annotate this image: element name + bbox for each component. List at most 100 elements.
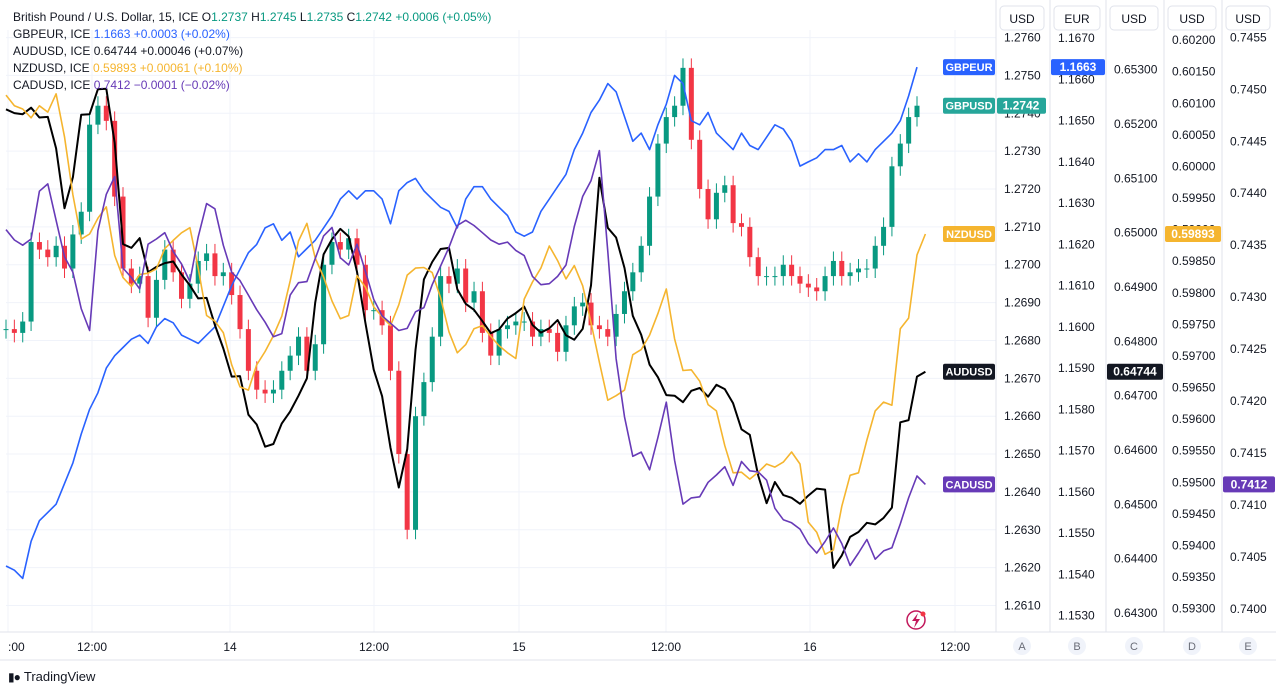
candle-body xyxy=(839,260,845,277)
candle-body xyxy=(889,166,895,227)
candle-body xyxy=(638,245,644,273)
time-tick-label: 12:00 xyxy=(77,640,107,654)
price-tick-label: 1.2660 xyxy=(1004,409,1041,423)
scale-letter-button[interactable] xyxy=(1068,637,1086,655)
scale-letter: D xyxy=(1188,641,1196,653)
symbol-tag xyxy=(943,363,995,380)
scale-letter-button[interactable] xyxy=(1239,637,1257,655)
price-tick-label: 1.2640 xyxy=(1004,485,1041,499)
candle-body xyxy=(571,306,577,326)
legend-symbol: CADUSD, ICE xyxy=(13,78,91,92)
currency-header-d[interactable] xyxy=(1167,5,1217,31)
legend-main-symbol: British Pound / U.S. Dollar, 15, ICE xyxy=(13,10,199,24)
candle-body xyxy=(789,264,795,277)
time-tick-label: :00 xyxy=(8,640,25,654)
candle-body xyxy=(287,355,293,371)
candle-body xyxy=(513,321,519,326)
axis-price-tag-label: 1.2742 xyxy=(1003,99,1040,113)
series-line-nzdusd xyxy=(5,93,927,556)
price-tick-label: 1.1630 xyxy=(1058,196,1095,210)
candle-body xyxy=(229,272,235,296)
candle-body xyxy=(162,249,168,280)
candle-body xyxy=(621,291,627,314)
symbol-tag xyxy=(943,97,995,114)
candle-body xyxy=(396,370,402,455)
candle-body xyxy=(471,291,477,303)
candle-body xyxy=(630,272,636,292)
legend-change: +0.00046 (+0.07%) xyxy=(140,44,244,58)
candle-body xyxy=(53,245,59,258)
symbol-tag xyxy=(943,226,995,243)
candle-body xyxy=(245,329,251,371)
candle-body xyxy=(254,370,260,390)
price-scale-e: 0.7455 0.7450 0.7445 0.7440 0.7435 0.7430 0.74… xyxy=(1230,30,1267,616)
candle-body xyxy=(463,268,469,303)
candle-body xyxy=(847,272,853,277)
price-tick-label: 0.60100 xyxy=(1172,96,1216,110)
currency-header-e[interactable] xyxy=(1225,5,1271,31)
axis-price-tag-label: 0.59893 xyxy=(1171,227,1215,241)
candle-body xyxy=(705,189,711,220)
scale-letter-button[interactable] xyxy=(1125,637,1143,655)
price-tick-label: 0.7430 xyxy=(1230,290,1267,304)
price-tick-label: 1.1540 xyxy=(1058,567,1095,581)
price-tick-label: 0.64700 xyxy=(1114,389,1158,403)
candle-body xyxy=(521,321,527,323)
price-tick-label: 0.65200 xyxy=(1114,117,1158,131)
scale-letter-button[interactable] xyxy=(1183,637,1201,655)
price-tick-label: 1.1590 xyxy=(1058,361,1095,375)
price-tick-label: 1.1640 xyxy=(1058,155,1095,169)
legend-main: British Pound / U.S. Dollar, 15, ICE O 1.… xyxy=(13,9,491,26)
price-tick-label: 0.59300 xyxy=(1172,602,1216,616)
legend-change: +0.0006 (+0.05%) xyxy=(395,10,492,24)
legend-open-label: O xyxy=(201,10,212,24)
price-tick-label: 1.2670 xyxy=(1004,371,1041,385)
legend-change: +0.00061 (+0.10%) xyxy=(139,61,243,75)
price-tick-label: 0.7420 xyxy=(1230,394,1267,408)
lightning-icon[interactable] xyxy=(906,610,926,630)
legend-close: 1.2742 xyxy=(355,10,392,24)
price-tick-label: 1.2720 xyxy=(1004,182,1041,196)
candle-body xyxy=(596,325,602,330)
candle-body xyxy=(697,139,703,190)
symbol-tag xyxy=(943,59,995,76)
axis-price-tag-label: 0.64744 xyxy=(1113,365,1157,379)
price-tick-label: 1.1560 xyxy=(1058,485,1095,499)
candle-body xyxy=(588,302,594,326)
time-tick-label: 15 xyxy=(512,640,526,654)
price-tick-label: 0.59800 xyxy=(1172,286,1216,300)
candle-body xyxy=(11,329,17,333)
legend-row-cadusd[interactable]: CADUSD, ICE 0.7412 −0.0001 (−0.02%) xyxy=(13,77,491,94)
candle-body xyxy=(454,268,460,284)
currency-header-a[interactable] xyxy=(999,5,1045,31)
legend-row-audusd[interactable]: AUDUSD, ICE 0.64744 +0.00046 (+0.07%) xyxy=(13,43,491,60)
candle-body xyxy=(404,454,410,530)
currency-header-label: USD xyxy=(1179,12,1205,26)
candle-body xyxy=(764,276,770,278)
candle-body xyxy=(3,329,9,331)
candle-body xyxy=(864,268,870,270)
lightning-icon-ring xyxy=(906,610,926,630)
time-tick-label: 12:00 xyxy=(359,640,389,654)
scale-letter-button[interactable] xyxy=(1013,637,1031,655)
candle-body xyxy=(772,276,778,278)
price-tick-label: 0.59400 xyxy=(1172,538,1216,552)
legend-row-gbpeur[interactable]: GBPEUR, ICE 1.1663 +0.0003 (+0.02%) xyxy=(13,26,491,43)
currency-header-c[interactable] xyxy=(1109,5,1159,31)
price-tick-label: 1.1670 xyxy=(1058,31,1095,45)
tradingview-brand[interactable]: ▮● TradingView xyxy=(8,669,95,684)
candle-body xyxy=(70,234,76,269)
price-scale-a: 1.27601.27501.27401.27301.27201.27101.27… xyxy=(1004,31,1041,613)
candle-body xyxy=(605,329,611,337)
currency-header-b[interactable] xyxy=(1053,5,1101,31)
scale-letter: A xyxy=(1018,641,1026,653)
legend-row-nzdusd[interactable]: NZDUSD, ICE 0.59893 +0.00061 (+0.10%) xyxy=(13,60,491,77)
candle-body xyxy=(413,416,419,530)
scale-letter: E xyxy=(1244,641,1251,653)
candle-body xyxy=(45,249,51,258)
price-tick-label: 0.7410 xyxy=(1230,498,1267,512)
price-tick-label: 1.1530 xyxy=(1058,609,1095,623)
currency-header-label: USD xyxy=(1235,12,1261,26)
candle-body xyxy=(546,329,552,333)
